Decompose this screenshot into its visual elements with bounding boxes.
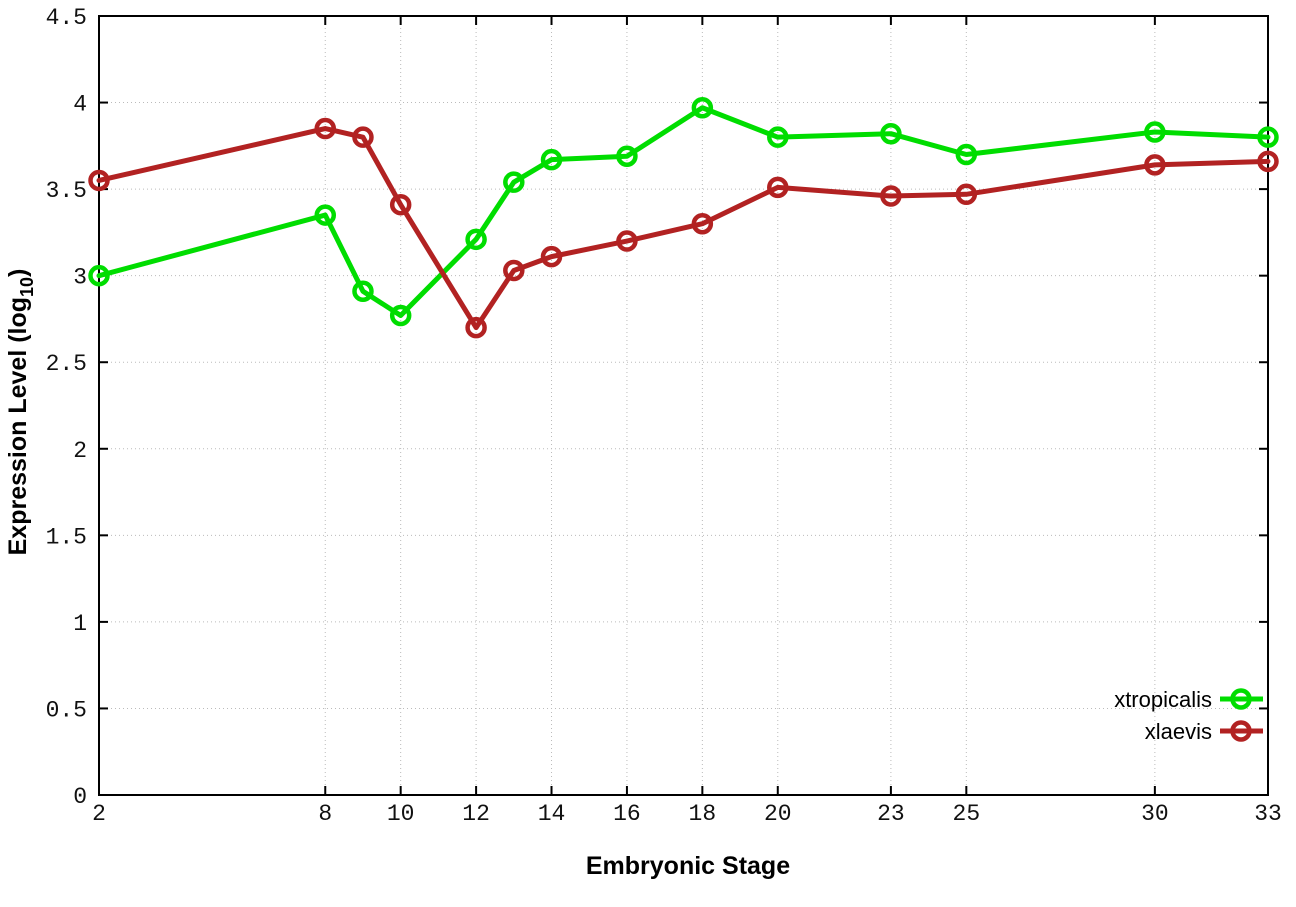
data-point-xlaevis <box>465 316 487 339</box>
y-tick-label: 4 <box>73 92 87 118</box>
data-point-xlaevis <box>955 183 978 206</box>
x-tick-label: 14 <box>538 801 566 827</box>
data-point-xlaevis <box>314 117 337 140</box>
y-tick-label: 3.5 <box>46 178 87 204</box>
x-tick-label: 30 <box>1141 801 1169 827</box>
data-point-xlaevis <box>503 259 525 282</box>
y-tick-label: 0.5 <box>46 697 87 723</box>
y-tick-label: 2.5 <box>46 351 87 377</box>
data-point-xlaevis <box>352 126 374 148</box>
data-point-xtropicalis <box>955 143 978 166</box>
legend-marker-xtropicalis <box>1230 688 1252 710</box>
plot-area: 2 8 10 12 14 16 18 20 23 25 30 33 0 0.5 1 1.5 2 2.5 3 3.5 4 4… <box>46 5 1282 827</box>
x-tick-label: 8 <box>318 801 332 827</box>
x-tick-label: 25 <box>953 801 981 827</box>
y-tick-label: 0 <box>73 784 87 810</box>
data-point-xtropicalis <box>691 96 714 119</box>
x-tick-label: 10 <box>387 801 415 827</box>
data-point-xtropicalis <box>1144 121 1166 143</box>
data-point-xtropicalis <box>465 228 487 251</box>
x-tick-label: 2 <box>92 801 106 827</box>
data-point-xlaevis <box>1144 154 1166 176</box>
data-point-xlaevis <box>616 230 638 252</box>
legend-marker-xlaevis <box>1230 720 1252 742</box>
data-point-xtropicalis <box>88 264 110 287</box>
data-point-xtropicalis <box>616 145 638 167</box>
data-point-xtropicalis <box>540 148 563 171</box>
legend-label-xtropicalis: xtropicalis <box>1114 687 1212 712</box>
data-point-xtropicalis <box>767 126 789 148</box>
x-tick-label: 23 <box>877 801 905 827</box>
y-tick-label: 2 <box>73 438 87 464</box>
x-tick-label: 33 <box>1254 801 1282 827</box>
x-tick-label: 20 <box>764 801 792 827</box>
series-line-xlaevis <box>96 126 1271 331</box>
x-axis-title: Embryonic Stage <box>586 852 790 880</box>
data-point-xlaevis <box>540 245 563 268</box>
data-point-xtropicalis <box>314 204 337 226</box>
x-tick-label: 18 <box>689 801 717 827</box>
y-tick-label: 1 <box>73 611 87 637</box>
data-point-xlaevis <box>691 212 714 235</box>
x-tick-label: 16 <box>613 801 641 827</box>
data-point-xlaevis <box>1257 150 1279 173</box>
y-tick-label: 3 <box>73 265 87 291</box>
data-point-xtropicalis <box>389 304 412 327</box>
data-point-xlaevis <box>88 169 110 192</box>
plot-border <box>98 15 1269 796</box>
y-tick-label: 4.5 <box>46 5 87 31</box>
data-point-xlaevis <box>880 185 902 207</box>
legend-label-xlaevis: xlaevis <box>1145 719 1212 744</box>
y-axis-title: Expression Level (log10) <box>4 269 37 556</box>
data-point-xtropicalis <box>880 122 902 145</box>
data-point-xlaevis <box>389 193 412 216</box>
x-tick-label: 12 <box>462 801 490 827</box>
y-tick-label: 1.5 <box>46 524 87 550</box>
data-point-xtropicalis <box>352 280 374 302</box>
data-point-xtropicalis <box>503 171 525 193</box>
data-point-xtropicalis <box>1257 126 1279 148</box>
data-point-xlaevis <box>767 176 789 199</box>
